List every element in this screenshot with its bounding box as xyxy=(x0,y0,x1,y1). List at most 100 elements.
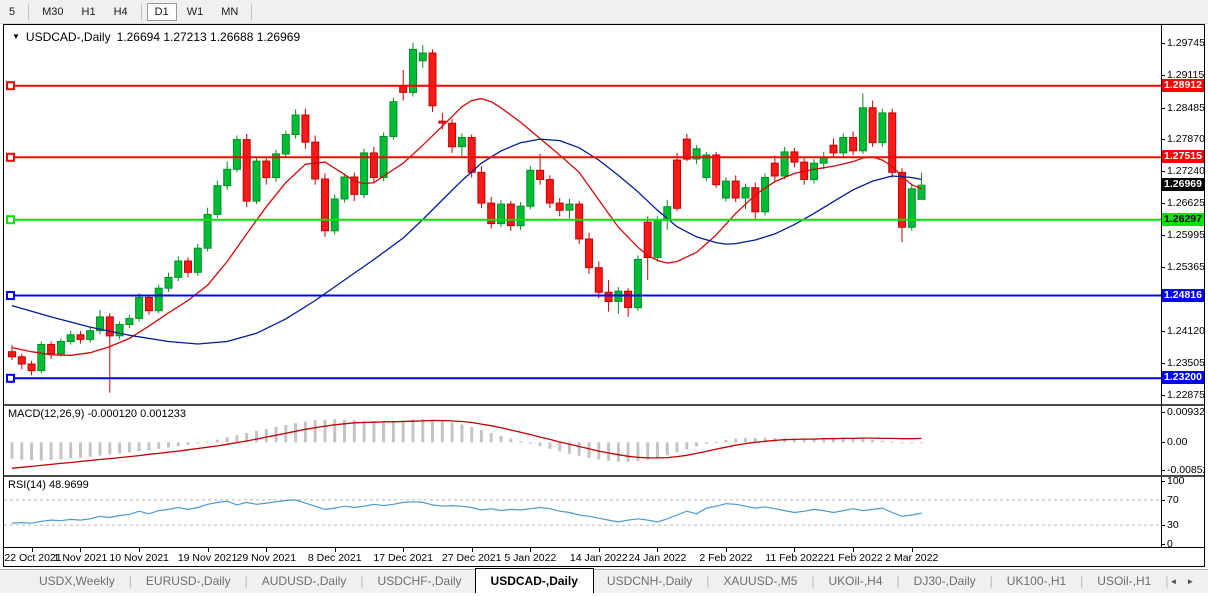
price-tick-label: 1.24120 xyxy=(1167,325,1204,337)
price-tick-mark xyxy=(1162,139,1165,140)
price-tick-label: 1.27240 xyxy=(1167,165,1204,177)
rsi-pane[interactable]: RSI(14) 48.9699 xyxy=(4,477,1162,547)
tab-separator: | xyxy=(989,574,993,588)
timeframe-button-m30[interactable]: M30 xyxy=(42,5,64,18)
timeframe-button-mn[interactable]: MN xyxy=(221,5,239,18)
price-tick-mark xyxy=(1162,203,1165,204)
tab-separator: | xyxy=(244,574,248,588)
price-chart-pane[interactable]: ▼ USDCAD-,Daily 1.26694 1.27213 1.26688 … xyxy=(4,25,1162,406)
macd-tick-mark xyxy=(1162,442,1165,443)
price-tick-label: 1.29115 xyxy=(1167,69,1204,81)
macd-axis-label: 0.00 xyxy=(1167,436,1188,448)
time-tick-mark xyxy=(599,548,600,552)
rsi-indicator-label: RSI(14) 48.9699 xyxy=(8,479,89,491)
tab-separator: | xyxy=(128,574,132,588)
time-tick-mark xyxy=(794,548,795,552)
tab-ukoil-h4[interactable]: UKOil-,H4 xyxy=(828,574,883,588)
tab-usdchf-daily[interactable]: USDCHF-,Daily xyxy=(377,574,462,588)
time-tick-mark xyxy=(403,548,404,552)
price-badge-1.26297: 1.26297 xyxy=(1162,213,1204,226)
tab-eurusd-daily[interactable]: EURUSD-,Daily xyxy=(145,574,231,588)
time-tick-mark xyxy=(32,548,33,552)
macd-canvas xyxy=(10,419,923,469)
price-tick-mark xyxy=(1162,363,1165,364)
price-tick-mark xyxy=(1162,108,1165,109)
chart-title: ▼ USDCAD-,Daily 1.26694 1.27213 1.26688 … xyxy=(12,30,300,44)
time-tick-label: 5 Jan 2022 xyxy=(504,552,557,564)
tab-usdx-weekly[interactable]: USDX,Weekly xyxy=(39,574,115,588)
price-tick-mark xyxy=(1162,75,1165,76)
time-tick-label: 11 Feb 2022 xyxy=(765,552,824,564)
rsi-tick-mark xyxy=(1162,481,1165,482)
timeframe-button-h4[interactable]: H4 xyxy=(113,5,128,18)
price-chart-canvas xyxy=(6,42,1161,393)
price-tick-label: 1.22875 xyxy=(1167,389,1204,401)
time-tick-label: 14 Jan 2022 xyxy=(569,552,628,564)
price-badge-1.27515: 1.27515 xyxy=(1162,150,1204,163)
price-axis[interactable]: 1.29745 1.29115 1.28485 1.27870 1.27240 1.266… xyxy=(1162,25,1204,406)
rsi-axis[interactable]: 100 70 30 0 xyxy=(1162,477,1204,547)
tab-uk100-h1[interactable]: UK100-,H1 xyxy=(1006,574,1067,588)
price-tick-label: 1.25995 xyxy=(1167,229,1204,241)
tab-audusd-daily[interactable]: AUDUSD-,Daily xyxy=(261,574,347,588)
tab-scroll-right-button[interactable]: ► xyxy=(1186,577,1195,586)
time-tick-label: 1 Nov 2021 xyxy=(53,552,108,564)
time-tick-label: 21 Feb 2022 xyxy=(823,552,883,564)
time-tick-label: 17 Dec 2021 xyxy=(373,552,433,564)
time-tick-label: 8 Dec 2021 xyxy=(307,552,362,564)
time-tick-mark xyxy=(657,548,658,552)
time-tick-label: 2 Mar 2022 xyxy=(885,552,939,564)
tab-usoil-h1[interactable]: USOil-,H1 xyxy=(1097,574,1152,588)
chart-ohlc-values: 1.26694 1.27213 1.26688 1.26969 xyxy=(116,30,301,44)
price-badge-1.24816: 1.24816 xyxy=(1162,289,1204,302)
price-badge-1.28912: 1.28912 xyxy=(1162,79,1204,92)
rsi-axis-label: 100 xyxy=(1167,477,1185,487)
macd-tick-mark xyxy=(1162,412,1165,413)
symbol-dropdown-icon[interactable]: ▼ xyxy=(12,32,20,41)
rsi-canvas xyxy=(4,499,1161,526)
price-tick-label: 1.29745 xyxy=(1167,37,1204,49)
time-tick-mark xyxy=(266,548,267,552)
time-tick-label: 10 Nov 2021 xyxy=(109,552,169,564)
price-badge-1.26969: 1.26969 xyxy=(1162,178,1204,191)
tab-scroll-arrows: ◄ ► xyxy=(1169,577,1194,586)
tab-separator: | xyxy=(811,574,815,588)
timeframe-button-w1[interactable]: W1 xyxy=(186,5,204,18)
timeframe-button-d1[interactable]: D1 xyxy=(146,2,177,21)
time-tick-mark xyxy=(530,548,531,552)
price-tick-label: 1.28485 xyxy=(1167,102,1204,114)
tab-dj30-daily[interactable]: DJ30-,Daily xyxy=(913,574,976,588)
timeframe-button-h1[interactable]: H1 xyxy=(81,5,96,18)
macd-axis-label: 0.009327 xyxy=(1167,406,1204,418)
tab-usdcnh-daily[interactable]: USDCNH-,Daily xyxy=(606,574,693,588)
macd-axis[interactable]: 0.009327 0.00 -0.008522 xyxy=(1162,406,1204,477)
price-tick-label: 1.23505 xyxy=(1167,357,1204,369)
time-tick-label: 22 Oct 2021 xyxy=(4,552,62,564)
time-tick-label: 19 Nov 2021 xyxy=(177,552,238,564)
time-tick-mark xyxy=(853,548,854,552)
price-tick-mark xyxy=(1162,235,1165,236)
price-tick-mark xyxy=(1162,267,1165,268)
tab-separator: | xyxy=(896,574,900,588)
time-tick-mark xyxy=(472,548,473,552)
chart-tabbar: USDX,Weekly | EURUSD-,Daily | AUDUSD-,Daily |… xyxy=(0,568,1208,593)
timeframe-toolbar: 5 M30 H1 H4 D1 W1 MN xyxy=(0,0,1208,24)
macd-indicator-label: MACD(12,26,9) -0.000120 0.001233 xyxy=(8,408,186,420)
time-tick-mark xyxy=(208,548,209,552)
time-axis[interactable]: 22 Oct 2021 1 Nov 2021 10 Nov 2021 19 Nov 2… xyxy=(4,547,1162,566)
chart-window: ▼ USDCAD-,Daily 1.26694 1.27213 1.26688 … xyxy=(3,24,1205,567)
tab-xauusd-m5[interactable]: XAUUSD-,M5 xyxy=(723,574,798,588)
timeframe-button-5[interactable]: 5 xyxy=(9,5,16,18)
price-tick-mark xyxy=(1162,331,1165,332)
toolbar-separator xyxy=(140,3,142,20)
toolbar-separator xyxy=(251,3,253,20)
rsi-axis-label: 70 xyxy=(1167,494,1179,506)
macd-axis-label: -0.008522 xyxy=(1167,464,1204,476)
time-tick-label: 24 Jan 2022 xyxy=(628,552,687,564)
macd-tick-mark xyxy=(1162,470,1165,471)
macd-pane[interactable]: MACD(12,26,9) -0.000120 0.001233 xyxy=(4,406,1162,477)
rsi-tick-mark xyxy=(1162,544,1165,545)
tab-scroll-left-button[interactable]: ◄ xyxy=(1169,577,1178,586)
tab-usdcad-daily[interactable]: USDCAD-,Daily xyxy=(474,568,594,593)
rsi-axis-label: 30 xyxy=(1167,519,1179,531)
